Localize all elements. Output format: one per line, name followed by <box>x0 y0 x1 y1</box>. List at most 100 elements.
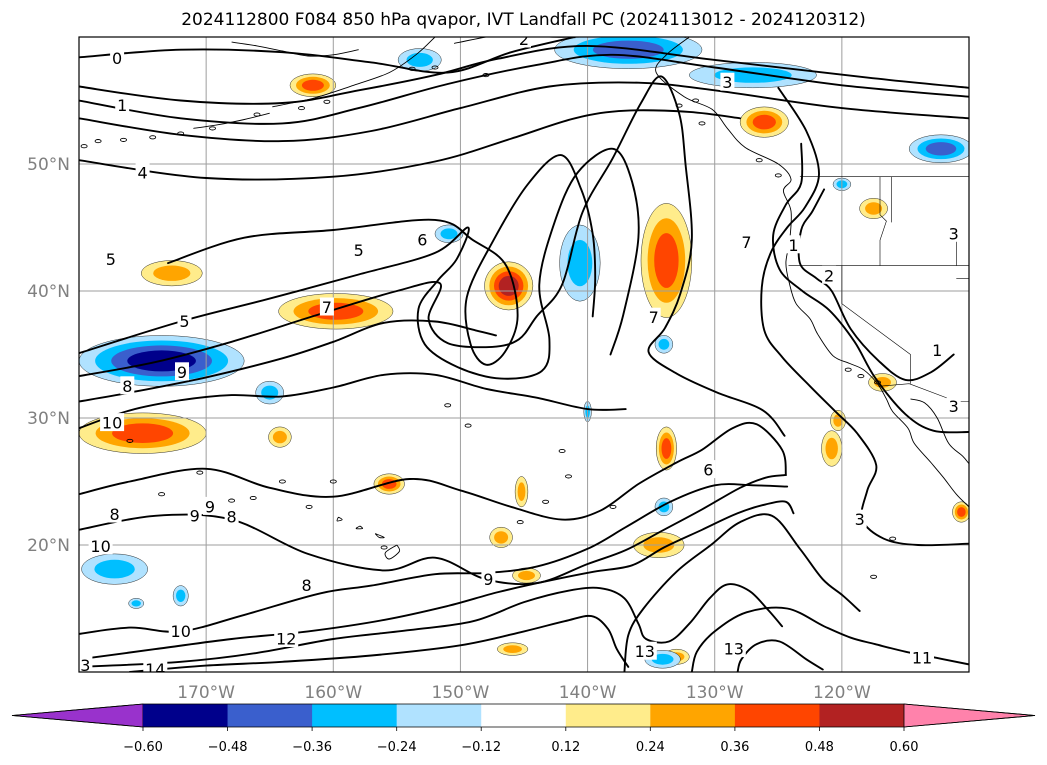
colorbar-bin-2 <box>227 704 313 727</box>
contour-label-bg-16 <box>107 504 122 523</box>
contour-label-bg-31 <box>946 396 961 415</box>
contour-label-27: 11 <box>912 649 932 668</box>
contour-label-35: 3 <box>949 224 959 243</box>
chart-title: 2024112800 F084 850 hPa qvapor, IVT Land… <box>181 10 866 30</box>
shaded-region-15-level-1 <box>494 531 509 544</box>
contour-label-19: 8 <box>227 508 237 527</box>
contour-line-1-18 <box>797 188 955 382</box>
contour-label-bg-26 <box>721 639 746 658</box>
contour-label-33: 1 <box>788 236 798 255</box>
colorbar-bin-4 <box>396 704 482 727</box>
contour-label-12: 5 <box>179 312 189 331</box>
contour-label-26: 13 <box>724 640 744 659</box>
island-34 <box>774 173 782 178</box>
contour-label-bg-21 <box>299 575 314 594</box>
shaded-region-12-level-1 <box>272 430 287 444</box>
colorbar-tick-label-1: −0.48 <box>208 740 248 755</box>
island-29 <box>444 403 452 408</box>
contour-layer <box>79 37 969 672</box>
island-3 <box>323 99 331 104</box>
contour-label-bg-9 <box>319 297 334 316</box>
coastline-1 <box>910 398 969 465</box>
lon-tick-label-1: 160°W <box>304 683 362 703</box>
island-27 <box>516 520 524 525</box>
contour-label-3: 3 <box>722 73 732 92</box>
contour-label-bg-1 <box>115 95 130 114</box>
shaded-region-7-level-2 <box>661 438 672 459</box>
contour-label-bg-7 <box>415 230 430 249</box>
colorbar-extend-low <box>11 703 144 728</box>
colorbar-bin-7 <box>650 704 736 727</box>
contour-label-18: 9 <box>205 497 215 516</box>
shaded-region-18-level-2 <box>957 507 966 517</box>
axis-labels: 50°N 40°N 30°N 20°N 170°W 160°W 150°W 140°W 130°… <box>27 155 871 703</box>
shaded-region-19-level-1 <box>503 645 522 653</box>
island-15 <box>844 367 852 372</box>
island-5 <box>253 112 261 117</box>
contour-label-bg-23 <box>168 621 193 640</box>
contour-label-bg-11 <box>739 232 754 251</box>
border-3 <box>841 265 911 355</box>
contour-line-6-19 <box>623 513 861 672</box>
contour-label-20: 10 <box>90 537 110 556</box>
contour-label-23: 10 <box>171 622 191 641</box>
contour-label-bg-30 <box>852 509 867 528</box>
island-19 <box>305 504 313 509</box>
lon-tick-label-0: 170°W <box>177 683 235 703</box>
island-14 <box>698 121 706 126</box>
contour-line-5-6 <box>79 147 640 380</box>
contour-label-bg-13 <box>175 362 189 381</box>
lat-tick-label-2: 30°N <box>27 409 70 429</box>
colorbar-tick-label-8: 0.48 <box>805 740 834 755</box>
shaded-region-22-level-1 <box>567 239 593 287</box>
contour-line-0-0 <box>79 37 576 74</box>
lon-tick-label-2: 150°W <box>432 683 490 703</box>
island-16 <box>857 374 865 379</box>
island-8 <box>120 137 127 142</box>
contour-line-9-21 <box>736 639 824 672</box>
shaded-region-25-level-2 <box>925 142 957 156</box>
contour-label-bg-8 <box>701 460 716 479</box>
contour-label-bg-28 <box>143 659 168 672</box>
colorbar-tick-label-3: −0.24 <box>377 740 417 755</box>
shaded-region-4-level-1 <box>153 265 191 281</box>
coastline-6 <box>384 544 401 560</box>
colorbar-bin-8 <box>734 704 820 727</box>
island-11 <box>209 126 216 131</box>
contour-line-14-15 <box>128 614 630 672</box>
contour-label-bg-19 <box>224 507 239 526</box>
contour-label-6: 5 <box>354 241 364 260</box>
contour-label-16: 8 <box>110 505 120 524</box>
shaded-region-33-level-1 <box>651 653 674 665</box>
contour-label-0: 0 <box>112 49 122 68</box>
lat-tick-label-1: 40°N <box>27 282 70 302</box>
island-36 <box>870 574 878 579</box>
colorbar-extend-high <box>903 703 1036 728</box>
contour-line-9-8 <box>79 319 497 403</box>
contour-label-28: 14 <box>145 660 165 679</box>
island-25 <box>278 479 286 484</box>
contour-label-bg-5 <box>103 249 118 268</box>
contour-label-bg-6 <box>351 240 366 259</box>
contour-label-9: 7 <box>322 298 332 317</box>
contour-label-1: 1 <box>117 96 127 115</box>
contour-label-8: 6 <box>703 461 713 480</box>
contour-label-21: 8 <box>302 576 312 595</box>
island-0 <box>431 65 439 70</box>
island-35 <box>755 158 763 163</box>
contour-label-11: 7 <box>741 233 751 252</box>
shaded-region-0-level-2 <box>308 302 364 320</box>
contour-label-14: 8 <box>122 377 132 396</box>
contour-label-bg-20 <box>88 536 113 555</box>
colorbar-bin-1 <box>143 704 229 727</box>
colorbar-tick-label-6: 0.24 <box>636 740 665 755</box>
contour-label-bg-14 <box>120 376 135 395</box>
contour-label-5: 5 <box>106 250 116 269</box>
contour-label-25: 13 <box>635 642 655 661</box>
contour-label-bg-22 <box>481 569 496 588</box>
island-4 <box>298 106 305 111</box>
contour-label-31: 3 <box>949 397 959 416</box>
colorbar-bin-3 <box>312 704 398 727</box>
